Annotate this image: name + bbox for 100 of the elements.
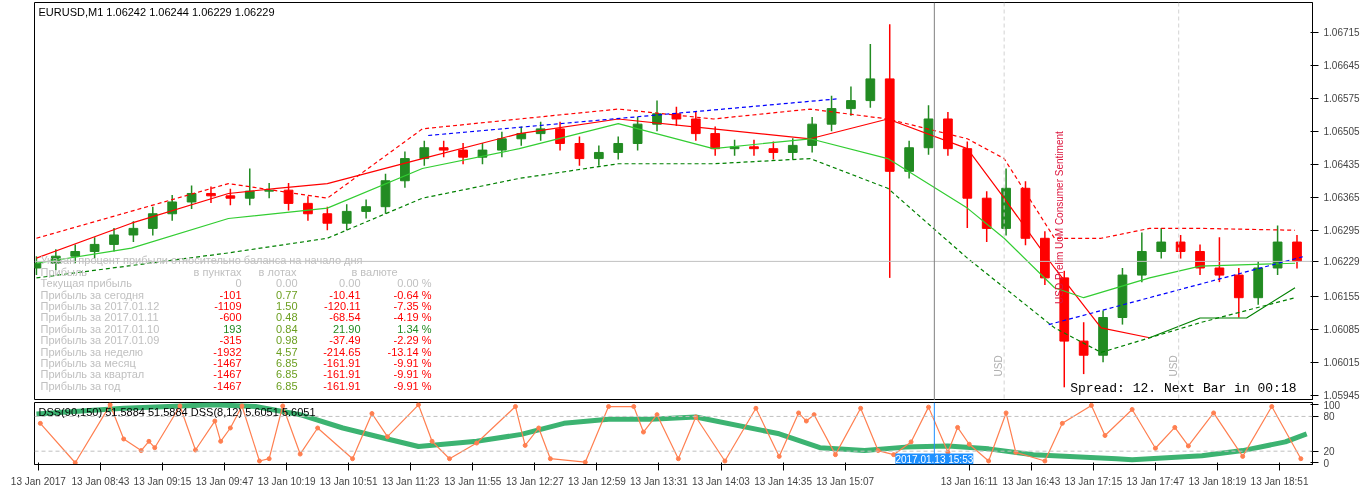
annotation: 6.85: [276, 368, 298, 381]
annotation: 6.85: [276, 379, 298, 392]
candlestick: [1214, 236, 1225, 283]
annotation: -37.49: [329, 334, 361, 347]
annotation: Прибыль за 2017.01.09: [40, 334, 160, 347]
candlestick: [1156, 227, 1167, 260]
candlestick: [458, 142, 468, 165]
ref-line-label: USD: [1167, 355, 1179, 377]
candlestick: [419, 139, 430, 167]
annotation: -1467: [213, 356, 242, 369]
x-tick-label: 13 Jan 11:23: [382, 475, 440, 487]
y-tick-label: 1.06715: [1323, 27, 1361, 39]
annotation: Прибыль за 2017.01.11: [40, 311, 159, 324]
annotation: Текущая прибыль: [40, 277, 133, 290]
annotation: Прибыль за месяц: [40, 356, 137, 369]
annotation: -315: [219, 334, 242, 347]
x-tick-label: 13 Jan 16:11: [940, 475, 999, 487]
candlestick: [904, 139, 914, 180]
x-tick-label: 13 Jan 08:43: [71, 475, 130, 487]
candlestick: [787, 137, 798, 161]
candlestick: [632, 116, 643, 152]
annotation: 193: [223, 322, 242, 335]
y-tick-label: 1.06365: [1323, 192, 1361, 204]
x-tick-label: 13 Jan 13:31: [630, 475, 689, 487]
annotation: 0.77: [276, 288, 298, 301]
candlestick: [1136, 231, 1147, 283]
x-tick-label: 13 Jan 09:47: [195, 475, 254, 487]
candlestick: [283, 182, 294, 212]
candlestick: [264, 182, 275, 199]
candlestick: [147, 205, 158, 237]
y-tick-label: 0: [1323, 457, 1330, 469]
candlestick: [1292, 234, 1302, 270]
x-tick-label: 13 Jan 10:19: [257, 475, 316, 487]
candlestick: [341, 203, 352, 232]
annotation: -1467: [213, 368, 242, 381]
annotation: -1932: [213, 345, 242, 358]
annotation: -4.19 %: [393, 311, 432, 324]
annotation: Прибыль за год: [40, 379, 121, 392]
x-tick-label: 13 Jan 12:59: [567, 475, 627, 487]
annotation: Spread: 12. Next Bar in 00:18: [1070, 381, 1297, 397]
candlestick: [128, 220, 139, 243]
annotation: Прибыль за 2017.01.10: [40, 322, 160, 335]
annotation: Прибыль за сегодня: [40, 288, 145, 301]
candlestick: [710, 125, 721, 157]
y-tick-label: 1.06015: [1323, 357, 1361, 369]
annotation: USD Prelim UoM Consumer Sentiment: [1053, 130, 1065, 305]
y-tick-label: 1.05945: [1323, 390, 1361, 402]
y-tick-label: 1.06575: [1323, 93, 1361, 105]
annotation: 0.84: [276, 322, 298, 335]
annotation: -1467: [213, 379, 242, 392]
candlestick: [167, 194, 178, 222]
annotation: Прибыль: [40, 265, 88, 278]
annotation: -214.65: [323, 345, 361, 358]
x-tick-label: 13 Jan 17:15: [1064, 475, 1123, 487]
y-tick-label: 1.06435: [1323, 159, 1361, 171]
x-tick-label: 13 Jan 09:15: [133, 475, 192, 487]
candlestick: [613, 135, 624, 161]
candlestick: [846, 85, 856, 117]
x-tick-label: 13 Jan 15:07: [816, 475, 875, 487]
y-tick-label: 1.06085: [1323, 324, 1361, 336]
candlestick: [865, 43, 876, 109]
annotation: -68.54: [329, 311, 361, 324]
annotation: -161.91: [323, 356, 361, 369]
ref-line-label: 2017.01.13 15:53: [895, 453, 974, 465]
annotation: в пунктах: [193, 265, 242, 278]
y-tick-label: 1.06505: [1323, 126, 1361, 138]
candlestick: [497, 130, 507, 158]
annotation: -1109: [214, 300, 242, 313]
candlestick: [206, 185, 216, 204]
x-tick-label: 13 Jan 16:43: [1002, 475, 1061, 487]
annotation: в лотах: [258, 265, 297, 278]
annotation: Прибыль за квартал: [40, 368, 145, 381]
x-tick-label: 13 Jan 11:55: [444, 475, 502, 487]
x-tick-label: 13 Jan 10:51: [319, 475, 379, 487]
annotation: -13.14 %: [387, 345, 432, 358]
annotation: -9.91 %: [393, 368, 432, 381]
candlestick: [593, 144, 604, 167]
y-tick-label: 80: [1323, 411, 1336, 423]
ref-line-label: USD: [993, 355, 1005, 377]
annotation: 0.00: [339, 277, 361, 290]
annotation: 0.48: [276, 311, 298, 324]
annotation: -161.91: [323, 379, 361, 392]
candlestick: [89, 236, 100, 260]
candlestick: [807, 116, 818, 154]
annotation: 21.90: [332, 322, 361, 335]
x-tick-label: 13 Jan 2017: [10, 475, 67, 487]
candlestick: [1175, 234, 1186, 260]
candlestick: [186, 184, 197, 210]
annotation: 0: [235, 277, 242, 290]
candlestick: [477, 142, 488, 165]
annotation: -600: [219, 311, 242, 324]
candlestick: [826, 95, 837, 132]
candlestick: [1078, 321, 1089, 375]
x-tick-label: 13 Jan 18:19: [1188, 475, 1247, 487]
annotation: -7.35 %: [393, 300, 432, 313]
y-tick-label: 1.06645: [1323, 60, 1361, 72]
annotation: -9.91 %: [393, 379, 432, 392]
chart-title: EURUSD,M1 1.06242 1.06244 1.06229 1.06229: [38, 5, 275, 18]
ref-line-label: 1.06229: [1323, 256, 1361, 268]
annotation: -161.91: [323, 368, 361, 381]
